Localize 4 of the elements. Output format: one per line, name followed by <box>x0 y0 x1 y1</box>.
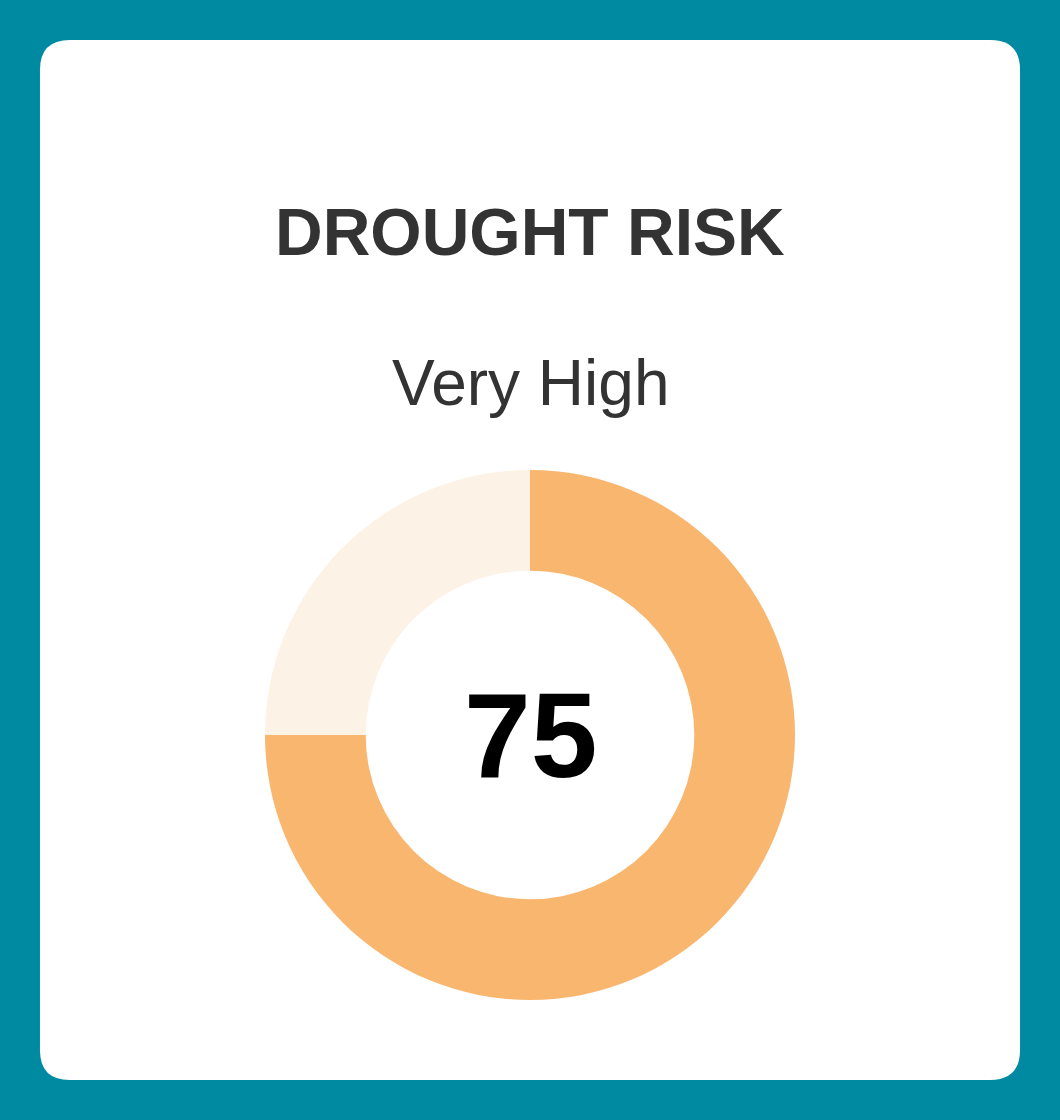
chart-title: DROUGHT RISK <box>275 195 785 269</box>
chart-subtitle: Very High <box>392 347 670 419</box>
text: 75 <box>464 668 598 802</box>
donut-slice <box>265 470 795 1000</box>
